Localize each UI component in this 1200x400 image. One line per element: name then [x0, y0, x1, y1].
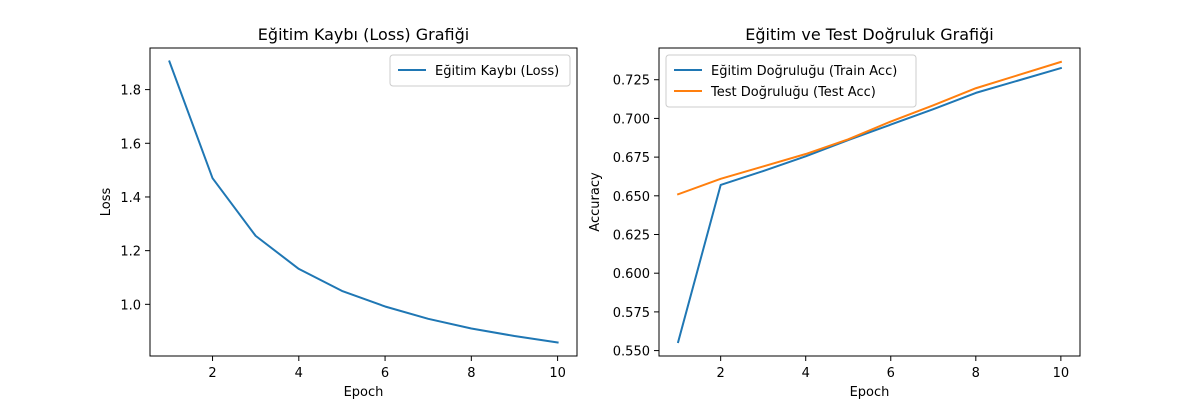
chart-title: Eğitim ve Test Doğruluk Grafiği	[745, 25, 993, 44]
legend-entry-label: Eğitim Doğruluğu (Train Acc)	[711, 64, 897, 79]
x-tick-label: 6	[381, 366, 389, 381]
y-tick-label: 0.725	[613, 74, 650, 89]
legend-entry-label: Test Doğruluğu (Test Acc)	[710, 85, 876, 100]
loss-chart-panel: Eğitim Kaybı (Loss) Grafiği 2 4 6 8 10 1.0 1.2 1…	[99, 25, 578, 400]
x-tick-label: 2	[717, 366, 725, 381]
x-tick-label: 4	[802, 366, 810, 381]
y-tick-label: 0.675	[613, 151, 650, 166]
y-tick-label: 1.0	[120, 298, 141, 313]
legend-box	[665, 54, 917, 108]
series-line-0	[168, 60, 559, 344]
y-tick-label: 0.600	[613, 267, 650, 282]
y-axis-label: Accuracy	[588, 172, 603, 232]
chart-title: Eğitim Kaybı (Loss) Grafiği	[258, 25, 469, 44]
series-line-0	[676, 66, 1063, 344]
accuracy-chart-panel: Eğitim ve Test Doğruluk Grafiği 2 4 6 8 10 0.5…	[588, 25, 1081, 400]
axes-frame	[149, 47, 578, 357]
x-tick-label: 10	[549, 366, 566, 381]
x-tick-label: 10	[1053, 366, 1070, 381]
x-tick-label: 8	[467, 366, 475, 381]
x-axis-label: Epoch	[850, 385, 890, 400]
y-tick-label: 1.4	[120, 191, 141, 206]
y-tick-label: 1.6	[120, 137, 141, 152]
y-tick-label: 0.550	[613, 345, 650, 360]
x-tick-label: 8	[972, 366, 980, 381]
y-tick-label: 0.575	[613, 306, 650, 321]
y-tick-label: 0.700	[613, 112, 650, 127]
legend-box	[389, 54, 571, 87]
x-tick-label: 4	[295, 366, 303, 381]
axes-frame	[658, 47, 1081, 357]
series-line-1	[676, 60, 1063, 196]
x-axis-label: Epoch	[344, 385, 384, 400]
y-tick-label: 0.625	[613, 229, 650, 244]
y-tick-label: 1.8	[120, 84, 141, 99]
legend: Eğitim Kaybı (Loss)	[389, 54, 571, 87]
x-tick-label: 2	[208, 366, 216, 381]
legend-entry-label: Eğitim Kaybı (Loss)	[435, 64, 559, 79]
y-tick-label: 1.2	[120, 245, 141, 260]
x-tick-label: 6	[887, 366, 895, 381]
y-tick-label: 0.650	[613, 190, 650, 205]
legend: Eğitim Doğruluğu (Train Acc) Test Doğrulu…	[665, 54, 917, 108]
y-axis-label: Loss	[99, 188, 114, 217]
